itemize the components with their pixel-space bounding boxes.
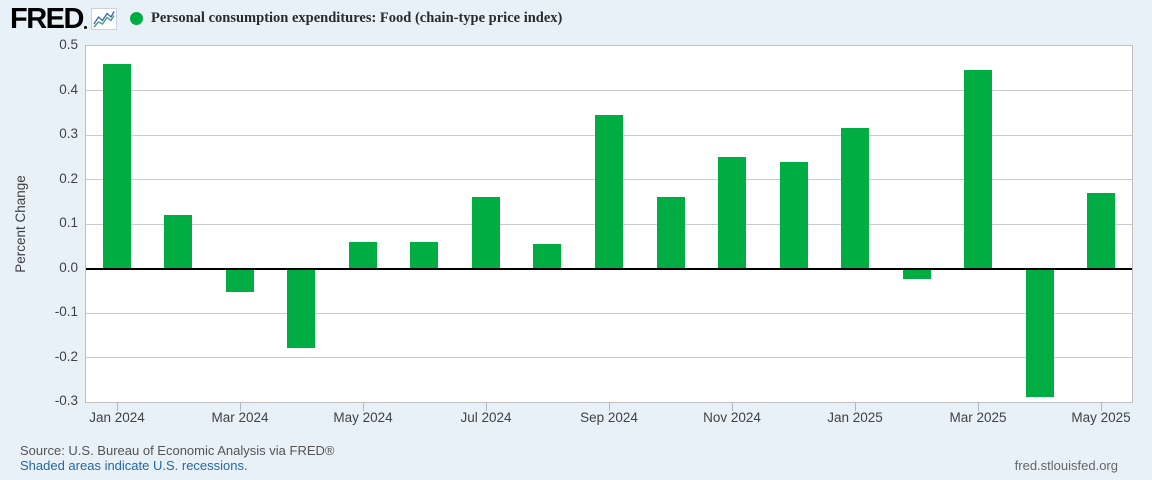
zero-axis-line bbox=[86, 268, 1132, 270]
source-text: Source: U.S. Bureau of Economic Analysis… bbox=[20, 443, 335, 458]
bar-dec-2024[interactable] bbox=[780, 162, 808, 269]
fred-logo-text: FRED bbox=[10, 3, 87, 35]
y-axis-title: Percent Change bbox=[13, 175, 28, 273]
bar-jan-2025[interactable] bbox=[841, 128, 869, 268]
bar-oct-2024[interactable] bbox=[657, 197, 685, 268]
gridline bbox=[86, 313, 1132, 314]
x-tick-mark bbox=[1101, 403, 1102, 411]
x-tick-label: Jan 2025 bbox=[827, 410, 883, 425]
series-legend-dot-icon bbox=[130, 12, 143, 25]
x-tick-mark bbox=[609, 403, 610, 411]
y-tick-label: 0.2 bbox=[59, 170, 78, 186]
fred-url-link[interactable]: fred.stlouisfed.org bbox=[1014, 458, 1118, 473]
bar-may-2024[interactable] bbox=[349, 242, 377, 269]
y-tick-label: 0.5 bbox=[59, 37, 78, 52]
bar-nov-2024[interactable] bbox=[718, 157, 746, 268]
bar-feb-2024[interactable] bbox=[164, 215, 192, 268]
x-tick-label: Jan 2024 bbox=[89, 410, 145, 425]
bar-aug-2024[interactable] bbox=[533, 244, 561, 268]
bar-feb-2025[interactable] bbox=[903, 270, 931, 279]
y-tick-label: 0.1 bbox=[59, 215, 78, 230]
fred-logo-chart-icon bbox=[90, 8, 117, 30]
bar-may-2025[interactable] bbox=[1087, 193, 1115, 269]
bar-jun-2024[interactable] bbox=[410, 242, 438, 269]
x-tick-label: Mar 2024 bbox=[211, 410, 269, 425]
x-tick-label: Jul 2024 bbox=[460, 410, 512, 425]
y-tick-label: 0.0 bbox=[59, 259, 78, 275]
fred-logo[interactable]: FRED bbox=[10, 4, 117, 34]
bar-apr-2024[interactable] bbox=[287, 270, 315, 348]
x-tick-mark bbox=[240, 403, 241, 411]
bar-mar-2025[interactable] bbox=[964, 70, 992, 268]
x-tick-mark bbox=[363, 403, 364, 411]
bar-jul-2024[interactable] bbox=[472, 197, 500, 268]
x-tick-label: May 2025 bbox=[1071, 410, 1131, 425]
y-tick-label: 0.3 bbox=[59, 126, 78, 141]
bar-mar-2024[interactable] bbox=[226, 270, 254, 292]
x-tick-label: Sep 2024 bbox=[580, 410, 638, 425]
x-tick-mark bbox=[978, 403, 979, 411]
x-tick-mark bbox=[732, 403, 733, 411]
y-tick-label: 0.4 bbox=[59, 81, 78, 97]
x-tick-label: Mar 2025 bbox=[949, 410, 1007, 425]
bar-jan-2024[interactable] bbox=[103, 64, 131, 269]
y-tick-label: -0.3 bbox=[54, 393, 78, 408]
y-tick-label: -0.2 bbox=[54, 348, 78, 364]
y-tick-label: -0.1 bbox=[54, 304, 78, 319]
gridline bbox=[86, 357, 1132, 358]
x-tick-label: May 2024 bbox=[333, 410, 393, 425]
x-tick-mark bbox=[486, 403, 487, 411]
x-tick-label: Nov 2024 bbox=[703, 410, 761, 425]
bar-apr-2025[interactable] bbox=[1026, 270, 1054, 397]
gridline bbox=[86, 90, 1132, 91]
recessions-link[interactable]: Shaded areas indicate U.S. recessions. bbox=[20, 458, 248, 473]
chart-plot-area bbox=[85, 45, 1133, 403]
bar-sep-2024[interactable] bbox=[595, 115, 623, 269]
x-tick-mark bbox=[117, 403, 118, 411]
x-tick-mark bbox=[855, 403, 856, 411]
series-title: Personal consumption expenditures: Food … bbox=[151, 10, 563, 26]
